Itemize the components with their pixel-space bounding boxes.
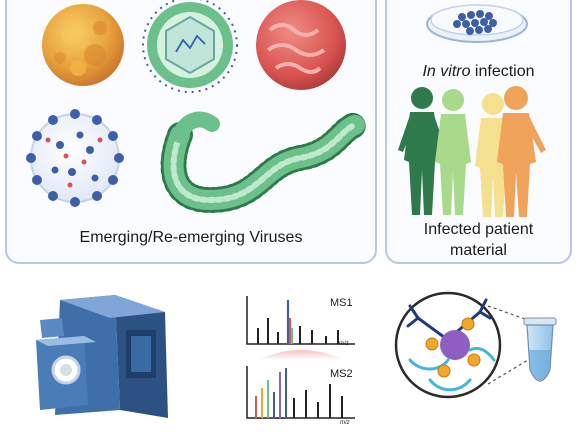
mass-spectrometer-icon — [36, 295, 168, 418]
ebola-virus-icon — [160, 111, 368, 214]
herpesvirus-icon — [142, 0, 238, 93]
invitro-rest: infection — [470, 63, 535, 80]
coronavirus-icon — [42, 4, 124, 86]
phosphoprotein-icon — [394, 291, 502, 399]
ms1-label: MS1 — [330, 297, 353, 309]
patient-silhouettes-icon — [398, 86, 546, 217]
ms1-mz-label: m/z — [339, 341, 349, 347]
influenza-virus-icon — [26, 109, 124, 207]
ms2-label: MS2 — [330, 368, 353, 380]
viruses-caption: Emerging/Re-emerging Viruses — [79, 229, 303, 246]
petri-dish-icon — [426, 4, 528, 43]
sample-tube-icon — [487, 305, 557, 385]
rotavirus-icon — [256, 0, 346, 90]
ms-spectra-icon — [246, 296, 355, 419]
invitro-caption: In vitro infection — [385, 63, 572, 81]
patient-caption-line2: material — [450, 242, 507, 259]
patient-caption: Infected patient material — [385, 219, 572, 261]
invitro-italic: In vitro — [422, 63, 471, 80]
ms2-mz-label: m/z — [340, 420, 350, 426]
patient-caption-line1: Infected patient — [423, 221, 534, 238]
